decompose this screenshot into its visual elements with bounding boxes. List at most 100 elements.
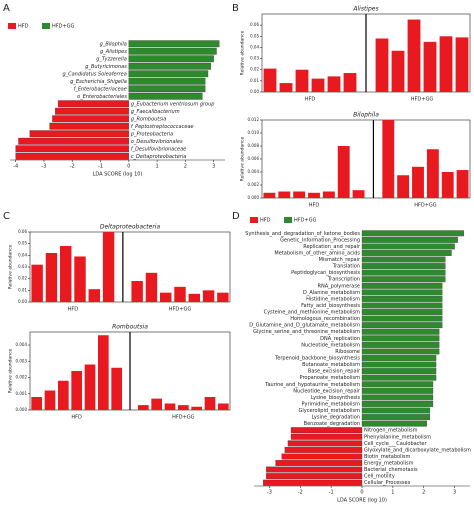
bar-label: f_Desulfovibrionaceae bbox=[131, 146, 186, 152]
group-label: HFD bbox=[309, 203, 320, 209]
bar-label: Glycerolipid_metabolism bbox=[298, 408, 360, 414]
legend-swatch bbox=[284, 217, 292, 223]
bar bbox=[178, 405, 189, 410]
bar-label: Nucleotide_metabolism bbox=[301, 342, 360, 348]
lda-bar bbox=[361, 243, 455, 250]
y-axis-label: Relative abundance bbox=[8, 348, 14, 393]
bar-label: Glycine_serine_and_threonine_metabolism bbox=[253, 329, 360, 335]
lda-bar bbox=[361, 420, 427, 427]
bar bbox=[102, 232, 115, 302]
y-tick-label: 0.01 bbox=[18, 287, 27, 292]
y-tick-label: 0.000 bbox=[16, 407, 28, 412]
panel-label: D bbox=[232, 211, 240, 222]
y-tick-label: 0.006 bbox=[248, 156, 260, 161]
group-label: HFD+GG bbox=[414, 203, 437, 209]
lda-bar bbox=[361, 374, 437, 381]
bar bbox=[131, 281, 143, 302]
lda-bar bbox=[361, 269, 446, 276]
panel-label: C bbox=[3, 211, 10, 222]
lda-bar bbox=[361, 256, 446, 263]
bar-label: Transcription bbox=[327, 277, 360, 283]
x-axis-label: LDA SCORE (log 10) bbox=[93, 172, 143, 178]
y-tick-label: 0.05 bbox=[250, 33, 259, 38]
x-tick-label: 3 bbox=[453, 490, 456, 496]
lda-bar bbox=[361, 414, 431, 421]
y-axis-label: Relative abundance bbox=[240, 136, 246, 181]
bar-label: Lysine_degradation bbox=[312, 415, 360, 421]
bar bbox=[322, 191, 335, 198]
legend-label: HFD+GG bbox=[52, 24, 75, 30]
lda-bar bbox=[15, 145, 129, 153]
bar-label: Peptidoglycan_biosynthesis bbox=[291, 270, 360, 276]
legend-swatch bbox=[42, 23, 50, 29]
lda-bar bbox=[49, 122, 129, 130]
bar bbox=[343, 73, 357, 92]
lda-bar bbox=[361, 355, 437, 361]
bar-label: g_Butyricimonas bbox=[85, 64, 127, 70]
bar bbox=[441, 172, 454, 198]
bar bbox=[279, 83, 293, 92]
bar bbox=[263, 68, 277, 92]
bar bbox=[423, 41, 437, 92]
bar bbox=[308, 192, 320, 198]
y-tick-label: 0.004 bbox=[16, 342, 28, 347]
lda-bar bbox=[361, 335, 440, 342]
lda-bar bbox=[128, 62, 212, 70]
group-label: HFD bbox=[305, 97, 316, 103]
bar-label: Genetic_Information_Processing bbox=[280, 237, 360, 243]
legend-label: HFD bbox=[260, 218, 271, 224]
bar bbox=[191, 406, 202, 410]
bar-label: g_Escherichia_Shigella bbox=[70, 79, 127, 85]
y-tick-label: 0.010 bbox=[248, 130, 260, 135]
bar bbox=[151, 398, 162, 410]
bar-label: Cell_motility bbox=[364, 474, 395, 480]
bar bbox=[45, 253, 58, 302]
bar-label: Biotin_metabolism bbox=[364, 454, 410, 460]
x-tick-label: -4 bbox=[13, 164, 18, 170]
y-tick-label: 0.001 bbox=[16, 391, 28, 396]
chart-title: Alistipes bbox=[352, 6, 378, 13]
y-tick-label: 0.02 bbox=[250, 67, 259, 72]
y-tick-label: 0.06 bbox=[250, 22, 259, 27]
group-label: HFD bbox=[68, 307, 79, 313]
legend-swatch bbox=[250, 217, 258, 223]
lda-bar bbox=[361, 309, 443, 315]
bar-label: g_Romboutsia bbox=[131, 116, 167, 122]
bar-label: Butanoate_metabolism bbox=[302, 362, 360, 368]
x-tick-label: 2 bbox=[422, 490, 425, 496]
y-axis-label: Relative abundance bbox=[240, 30, 246, 75]
x-tick-label: -2 bbox=[70, 164, 75, 170]
bar bbox=[160, 292, 172, 302]
y-tick-label: 0.002 bbox=[248, 182, 260, 187]
x-tick-label: -1 bbox=[98, 164, 103, 170]
y-axis-label: Relative abundance bbox=[8, 244, 14, 289]
bar bbox=[58, 380, 69, 410]
legend-label: HFD bbox=[18, 24, 29, 30]
bar bbox=[337, 146, 350, 198]
bar-label: Propanoate_metabolism bbox=[300, 375, 361, 381]
chart-title: Bilophila bbox=[353, 112, 379, 119]
lda-bar bbox=[128, 55, 214, 63]
bar-label: g_Eubacterium ventriosum group bbox=[131, 101, 215, 107]
lda-bar bbox=[266, 466, 363, 473]
bar-label: g_Tyzzerella bbox=[96, 56, 127, 62]
bar-label: Replication_and_repair bbox=[303, 244, 361, 250]
y-tick-label: 0.04 bbox=[250, 44, 259, 49]
lda-bar bbox=[361, 341, 440, 348]
lda-bar bbox=[361, 263, 446, 270]
bar-label: Ribosome bbox=[335, 349, 360, 355]
bar-label: Metabolism_of_other_amino_acids bbox=[274, 250, 360, 256]
lda-bar bbox=[361, 394, 434, 401]
lda-bar bbox=[128, 70, 209, 78]
y-tick-label: 0.03 bbox=[250, 56, 259, 61]
y-tick-label: 0.000 bbox=[248, 195, 260, 200]
y-tick-label: 0.01 bbox=[250, 78, 259, 83]
bar-label: Cellular_Processes bbox=[364, 480, 411, 486]
bar-label: Translation bbox=[332, 264, 360, 270]
bar-label: Nitrogen_metabolism bbox=[364, 428, 418, 434]
bar-label: Mismatch_repair bbox=[319, 257, 361, 263]
x-axis-label: LDA SCORE (log 10) bbox=[337, 498, 387, 504]
x-tick-label: 2 bbox=[184, 164, 187, 170]
x-tick-label: -3 bbox=[41, 164, 46, 170]
panel-label: B bbox=[232, 3, 239, 14]
